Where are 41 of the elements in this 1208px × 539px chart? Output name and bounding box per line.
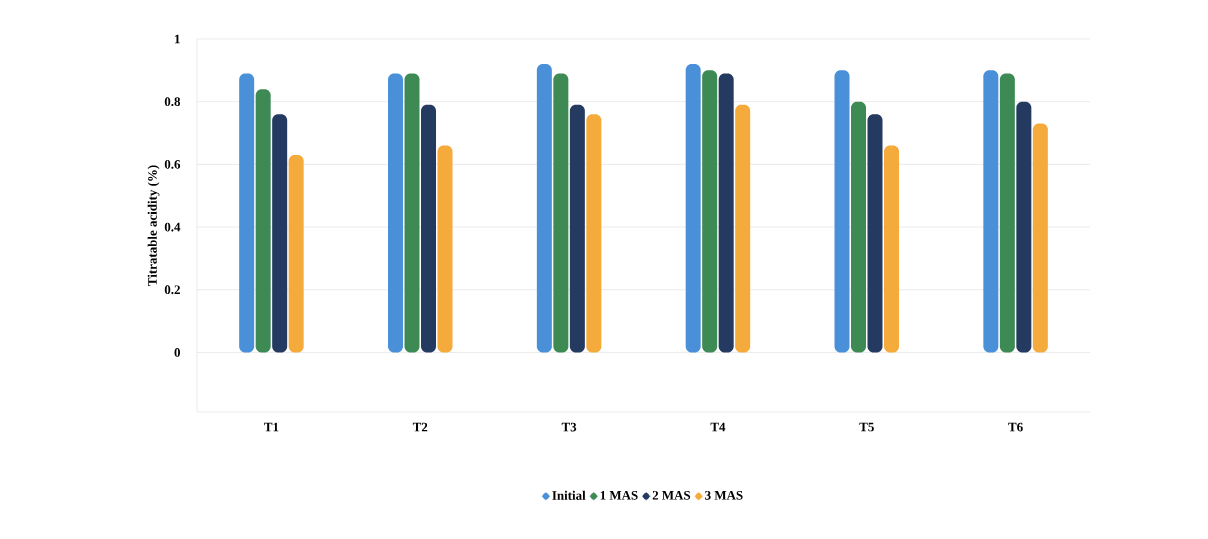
bar	[884, 145, 900, 353]
y-axis-title: Titratable acidity (%)	[147, 165, 160, 286]
bar	[437, 145, 453, 353]
x-tick-label: T2	[412, 422, 428, 432]
bar	[288, 154, 304, 353]
y-tick-label: 0.4	[164, 222, 181, 232]
bar	[834, 70, 850, 353]
bar	[239, 73, 255, 353]
bar	[718, 73, 734, 353]
x-tick-label: T5	[859, 422, 874, 432]
x-tick-label: T4	[710, 422, 726, 432]
legend-label: 1 MAS	[600, 490, 638, 500]
bar	[272, 114, 288, 353]
bar	[851, 101, 867, 353]
x-tick-label: T6	[1008, 422, 1023, 432]
y-tick-label: 1	[175, 34, 180, 44]
bar	[999, 73, 1015, 353]
x-tick-label: T1	[264, 422, 279, 432]
bar	[553, 73, 569, 353]
y-tick-label: 0.8	[164, 97, 181, 107]
bar	[586, 114, 602, 353]
legend-label: 2 MAS	[652, 490, 691, 500]
legend-label: Initial	[552, 490, 586, 500]
bar	[1016, 101, 1032, 353]
bar	[1032, 123, 1048, 353]
bar	[404, 73, 420, 353]
y-tick-label: 0.2	[164, 285, 180, 295]
bar	[702, 70, 718, 353]
bar	[388, 73, 404, 353]
bar	[685, 64, 701, 353]
bar	[983, 70, 999, 353]
bar	[536, 64, 552, 353]
bar	[867, 114, 883, 353]
legend-label: 3 MAS	[705, 490, 743, 500]
bar	[569, 104, 585, 353]
bar	[735, 104, 751, 353]
bar	[421, 104, 437, 353]
y-tick-label: 0	[174, 348, 180, 357]
bar	[255, 89, 271, 353]
y-tick-label: 0.6	[164, 159, 181, 169]
x-tick-label: T3	[561, 422, 577, 432]
